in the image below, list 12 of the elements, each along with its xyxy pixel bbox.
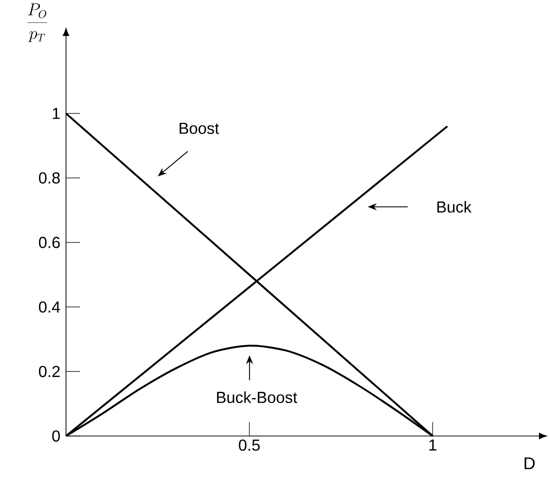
annotation: Buck-Boost: [217, 391, 298, 404]
annotation: Boost: [180, 122, 220, 134]
y-tick-label: 0.4: [38, 301, 60, 313]
annotation: Buck: [437, 200, 472, 213]
x-tick-label: 0.5: [238, 440, 260, 451]
y-tick-label: 0.6: [38, 236, 60, 248]
y-tick-label: 0.2: [38, 366, 60, 378]
y-tick-label: 0: [52, 430, 60, 442]
y-tick-label: 0.8: [38, 172, 60, 184]
x-axis-title: D: [524, 458, 535, 470]
y-tick-label: 1: [52, 108, 60, 119]
y-axis-title: $\frac{P_O}{p_T}$: [27, 4, 48, 42]
